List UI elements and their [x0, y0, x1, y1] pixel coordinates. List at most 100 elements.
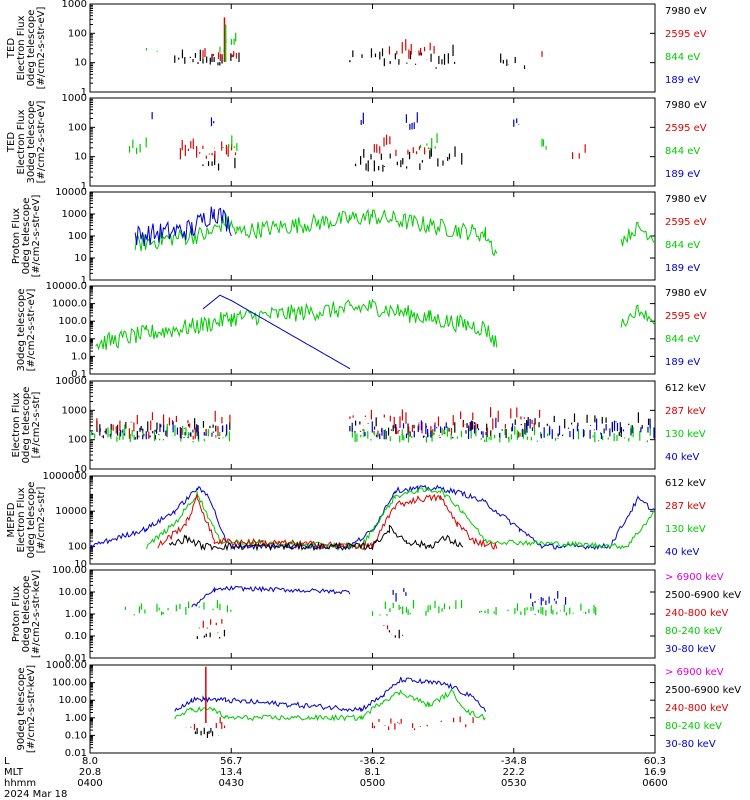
- legend-entry: 240-800 keV: [665, 608, 729, 619]
- y-tick-label: 1.00: [65, 713, 87, 724]
- series-group: [145, 17, 550, 70]
- y-tick-label: 100: [68, 435, 87, 446]
- y-tick-label: 0.10: [65, 730, 87, 741]
- y-axis-label-line: [#/cm2-s-str-eV]: [31, 195, 42, 278]
- panel-frame: [89, 664, 656, 754]
- y-tick-label: 1000: [62, 0, 87, 10]
- panel-1: 1 10 100 1000 TED Electron Flux 30deg telescop…: [6, 93, 707, 192]
- y-tick-label: 1000000: [42, 471, 87, 482]
- series-line: [620, 304, 655, 328]
- y-tick-label: 10: [74, 253, 87, 264]
- y-tick-label: 100.0: [58, 316, 87, 327]
- y-tick-label: 10.00: [58, 695, 87, 706]
- y-axis-label-line: TED: [6, 132, 17, 153]
- y-axis-label-line: 30deg telescope: [26, 100, 37, 183]
- y-axis-label-line: 0deg telescope: [26, 482, 37, 559]
- y-tick-label: 0.01: [65, 748, 87, 759]
- y-tick-label: 1000.0: [52, 299, 87, 310]
- legend-entry: > 6900 keV: [665, 667, 724, 678]
- series-line: [95, 299, 498, 351]
- y-tick-label: 10: [74, 58, 87, 69]
- time-tick-label-l: -36.2: [360, 756, 386, 767]
- series-line: [620, 221, 655, 247]
- series-group: [174, 666, 486, 738]
- series-line: [146, 487, 655, 550]
- y-axis-label-line: Electron Flux: [16, 487, 27, 552]
- time-tick-label-l: 56.7: [220, 756, 242, 767]
- legend-entry: 80-240 keV: [665, 721, 722, 732]
- panel-4: 10 100 1000 10000 Electron Flux 0deg telescop…: [11, 376, 706, 475]
- y-tick-label: 10: [74, 152, 87, 163]
- legend-entry: 7980 eV: [665, 194, 707, 205]
- y-axis-label-line: Proton Flux: [11, 586, 22, 642]
- legend-entry: 2595 eV: [665, 311, 707, 322]
- legend-entry: 40 keV: [665, 452, 699, 463]
- y-axis-label-line: Electron Flux: [16, 15, 27, 80]
- panel-frame: [89, 475, 656, 565]
- y-tick-label: 10000.0: [46, 281, 87, 292]
- series-line: [90, 484, 655, 551]
- legend-entry: > 6900 keV: [665, 572, 724, 583]
- row-label-date: 2024 Mar 18: [4, 789, 67, 800]
- y-tick-label: 0.10: [65, 631, 87, 642]
- y-tick-label: 0.1: [71, 369, 87, 380]
- time-tick-label-mlt: 8.1: [365, 767, 381, 778]
- y-tick-label: 1: [81, 87, 87, 98]
- y-axis-label-line: [#/cm2-s-str]: [36, 486, 47, 553]
- series-line: [174, 687, 486, 722]
- y-axis-label-line: 0deg telescope: [21, 387, 32, 464]
- y-tick-label: 100.00: [52, 565, 87, 576]
- time-tick-label-hhmm: 0430: [219, 778, 244, 789]
- legend-entry: 612 keV: [665, 478, 706, 489]
- row-label-hhmm: hhmm: [4, 778, 36, 789]
- legend-entry: 189 eV: [665, 169, 700, 180]
- time-tick-label-hhmm: 0600: [642, 778, 667, 789]
- y-axis-label-line: [#/cm2-s-str-keV]: [31, 570, 42, 658]
- y-axis-label-line: 0deg telescope: [26, 10, 37, 87]
- y-axis-label-line: Electron Flux: [16, 109, 27, 174]
- legend-entry: 2595 eV: [665, 29, 707, 40]
- series-group: [128, 112, 586, 172]
- panel-3: 0.1 1.0 10.0 100.0 1000.0 10000.0 30deg telesc…: [16, 281, 707, 380]
- time-tick-label-mlt: 20.8: [79, 767, 101, 778]
- series-line: [174, 676, 486, 712]
- y-tick-label: 1000: [62, 209, 87, 220]
- series-line: [157, 493, 498, 551]
- legend-entry: 2595 eV: [665, 123, 707, 134]
- y-tick-label: 10.0: [65, 334, 87, 345]
- panel-0: 1 10 100 1000 TED Electron Flux 0deg telescope…: [6, 0, 707, 98]
- time-tick-label-l: 8.0: [82, 756, 98, 767]
- legend-entry: 130 keV: [665, 524, 706, 535]
- series-line: [191, 585, 351, 608]
- y-axis-label-line: MEPED: [6, 502, 17, 537]
- y-axis-label-line: 0deg telescope: [21, 576, 32, 653]
- y-tick-label: 100: [68, 122, 87, 133]
- legend-entry: 80-240 keV: [665, 626, 722, 637]
- y-tick-label: 100: [68, 541, 87, 552]
- legend-entry: 7980 eV: [665, 6, 707, 17]
- legend-entry: 844 eV: [665, 240, 700, 251]
- legend-entry: 30-80 keV: [665, 739, 716, 750]
- panel-5: 10 100 10000 1000000 MEPED Electron Flux 0deg …: [6, 471, 706, 570]
- y-axis-label-line: [#/cm2-s-str-keV]: [26, 665, 37, 753]
- y-tick-label: 10: [74, 464, 87, 475]
- series-group: [134, 206, 655, 257]
- series-line: [134, 208, 498, 257]
- y-tick-label: 1000: [62, 405, 87, 416]
- series-group: [90, 484, 655, 552]
- y-tick-label: 1: [81, 181, 87, 192]
- legend-entry: 844 eV: [665, 52, 700, 63]
- y-tick-label: 100.00: [52, 678, 87, 689]
- time-tick-label-l: -34.8: [501, 756, 527, 767]
- panel-6: 0.01 0.10 1.00 10.00 100.00 Proton Flux 0deg t…: [11, 565, 741, 664]
- legend-entry: 7980 eV: [665, 288, 707, 299]
- legend-entry: 189 eV: [665, 263, 700, 274]
- legend-entry: 40 keV: [665, 547, 699, 558]
- y-tick-label: 10000: [55, 376, 87, 387]
- legend-entry: 287 keV: [665, 406, 706, 417]
- legend-entry: 844 eV: [665, 146, 700, 157]
- panel-frame: [89, 97, 656, 187]
- time-tick-label-hhmm: 0400: [77, 778, 102, 789]
